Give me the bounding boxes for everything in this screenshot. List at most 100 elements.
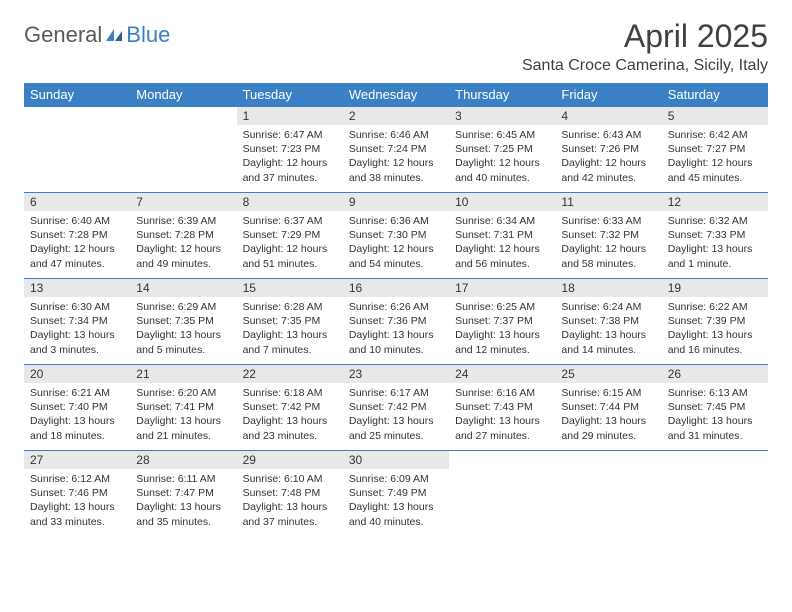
sunrise-line: Sunrise: 6:43 AM bbox=[561, 128, 655, 142]
calendar-day-empty bbox=[130, 107, 236, 193]
calendar-day: 2Sunrise: 6:46 AMSunset: 7:24 PMDaylight… bbox=[343, 107, 449, 193]
calendar-week: 6Sunrise: 6:40 AMSunset: 7:28 PMDaylight… bbox=[24, 193, 768, 279]
day-info: Sunrise: 6:15 AMSunset: 7:44 PMDaylight:… bbox=[555, 383, 661, 447]
daylight-line: Daylight: 12 hours and 38 minutes. bbox=[349, 156, 443, 184]
daylight-line: Daylight: 12 hours and 40 minutes. bbox=[455, 156, 549, 184]
sunset-line: Sunset: 7:45 PM bbox=[668, 400, 762, 414]
sunrise-line: Sunrise: 6:36 AM bbox=[349, 214, 443, 228]
sunrise-line: Sunrise: 6:20 AM bbox=[136, 386, 230, 400]
day-info: Sunrise: 6:11 AMSunset: 7:47 PMDaylight:… bbox=[130, 469, 236, 533]
day-header: Thursday bbox=[449, 83, 555, 107]
calendar-day: 13Sunrise: 6:30 AMSunset: 7:34 PMDayligh… bbox=[24, 279, 130, 365]
daylight-line: Daylight: 13 hours and 7 minutes. bbox=[243, 328, 337, 356]
sunrise-line: Sunrise: 6:33 AM bbox=[561, 214, 655, 228]
calendar-day-empty bbox=[555, 451, 661, 537]
calendar-day: 25Sunrise: 6:15 AMSunset: 7:44 PMDayligh… bbox=[555, 365, 661, 451]
sunset-line: Sunset: 7:37 PM bbox=[455, 314, 549, 328]
sunrise-line: Sunrise: 6:25 AM bbox=[455, 300, 549, 314]
daylight-line: Daylight: 13 hours and 27 minutes. bbox=[455, 414, 549, 442]
day-info: Sunrise: 6:43 AMSunset: 7:26 PMDaylight:… bbox=[555, 125, 661, 189]
calendar-day: 27Sunrise: 6:12 AMSunset: 7:46 PMDayligh… bbox=[24, 451, 130, 537]
month-title: April 2025 bbox=[522, 18, 768, 55]
sunset-line: Sunset: 7:47 PM bbox=[136, 486, 230, 500]
day-number: 25 bbox=[555, 365, 661, 383]
calendar-day: 11Sunrise: 6:33 AMSunset: 7:32 PMDayligh… bbox=[555, 193, 661, 279]
daylight-line: Daylight: 13 hours and 14 minutes. bbox=[561, 328, 655, 356]
day-info: Sunrise: 6:28 AMSunset: 7:35 PMDaylight:… bbox=[237, 297, 343, 361]
day-info: Sunrise: 6:26 AMSunset: 7:36 PMDaylight:… bbox=[343, 297, 449, 361]
daylight-line: Daylight: 12 hours and 45 minutes. bbox=[668, 156, 762, 184]
calendar-day: 7Sunrise: 6:39 AMSunset: 7:28 PMDaylight… bbox=[130, 193, 236, 279]
daylight-line: Daylight: 13 hours and 35 minutes. bbox=[136, 500, 230, 528]
sunset-line: Sunset: 7:28 PM bbox=[30, 228, 124, 242]
calendar-day: 5Sunrise: 6:42 AMSunset: 7:27 PMDaylight… bbox=[662, 107, 768, 193]
daylight-line: Daylight: 12 hours and 51 minutes. bbox=[243, 242, 337, 270]
day-info: Sunrise: 6:34 AMSunset: 7:31 PMDaylight:… bbox=[449, 211, 555, 275]
day-header: Friday bbox=[555, 83, 661, 107]
day-info: Sunrise: 6:46 AMSunset: 7:24 PMDaylight:… bbox=[343, 125, 449, 189]
calendar-day: 20Sunrise: 6:21 AMSunset: 7:40 PMDayligh… bbox=[24, 365, 130, 451]
day-number: 7 bbox=[130, 193, 236, 211]
day-info: Sunrise: 6:33 AMSunset: 7:32 PMDaylight:… bbox=[555, 211, 661, 275]
sunset-line: Sunset: 7:24 PM bbox=[349, 142, 443, 156]
calendar-day: 9Sunrise: 6:36 AMSunset: 7:30 PMDaylight… bbox=[343, 193, 449, 279]
sunset-line: Sunset: 7:26 PM bbox=[561, 142, 655, 156]
calendar-day-empty bbox=[24, 107, 130, 193]
calendar-day: 22Sunrise: 6:18 AMSunset: 7:42 PMDayligh… bbox=[237, 365, 343, 451]
day-info: Sunrise: 6:39 AMSunset: 7:28 PMDaylight:… bbox=[130, 211, 236, 275]
day-number: 8 bbox=[237, 193, 343, 211]
calendar-day: 8Sunrise: 6:37 AMSunset: 7:29 PMDaylight… bbox=[237, 193, 343, 279]
sunset-line: Sunset: 7:48 PM bbox=[243, 486, 337, 500]
day-info: Sunrise: 6:45 AMSunset: 7:25 PMDaylight:… bbox=[449, 125, 555, 189]
calendar-day: 12Sunrise: 6:32 AMSunset: 7:33 PMDayligh… bbox=[662, 193, 768, 279]
calendar-day-empty bbox=[662, 451, 768, 537]
sunset-line: Sunset: 7:29 PM bbox=[243, 228, 337, 242]
day-info: Sunrise: 6:16 AMSunset: 7:43 PMDaylight:… bbox=[449, 383, 555, 447]
daylight-line: Daylight: 13 hours and 25 minutes. bbox=[349, 414, 443, 442]
day-info: Sunrise: 6:42 AMSunset: 7:27 PMDaylight:… bbox=[662, 125, 768, 189]
calendar-day: 19Sunrise: 6:22 AMSunset: 7:39 PMDayligh… bbox=[662, 279, 768, 365]
sunrise-line: Sunrise: 6:40 AM bbox=[30, 214, 124, 228]
day-number: 14 bbox=[130, 279, 236, 297]
calendar-day: 1Sunrise: 6:47 AMSunset: 7:23 PMDaylight… bbox=[237, 107, 343, 193]
sunrise-line: Sunrise: 6:11 AM bbox=[136, 472, 230, 486]
sunrise-line: Sunrise: 6:45 AM bbox=[455, 128, 549, 142]
sunrise-line: Sunrise: 6:30 AM bbox=[30, 300, 124, 314]
sunset-line: Sunset: 7:34 PM bbox=[30, 314, 124, 328]
day-number: 1 bbox=[237, 107, 343, 125]
sunset-line: Sunset: 7:46 PM bbox=[30, 486, 124, 500]
sunrise-line: Sunrise: 6:24 AM bbox=[561, 300, 655, 314]
sunrise-line: Sunrise: 6:17 AM bbox=[349, 386, 443, 400]
logo-word-general: General bbox=[24, 22, 102, 48]
logo-word-blue: Blue bbox=[126, 22, 170, 48]
day-info: Sunrise: 6:13 AMSunset: 7:45 PMDaylight:… bbox=[662, 383, 768, 447]
day-info: Sunrise: 6:37 AMSunset: 7:29 PMDaylight:… bbox=[237, 211, 343, 275]
day-header: Sunday bbox=[24, 83, 130, 107]
sunset-line: Sunset: 7:28 PM bbox=[136, 228, 230, 242]
day-info: Sunrise: 6:40 AMSunset: 7:28 PMDaylight:… bbox=[24, 211, 130, 275]
calendar-head: SundayMondayTuesdayWednesdayThursdayFrid… bbox=[24, 83, 768, 107]
day-info: Sunrise: 6:17 AMSunset: 7:42 PMDaylight:… bbox=[343, 383, 449, 447]
day-info: Sunrise: 6:25 AMSunset: 7:37 PMDaylight:… bbox=[449, 297, 555, 361]
calendar-day: 17Sunrise: 6:25 AMSunset: 7:37 PMDayligh… bbox=[449, 279, 555, 365]
day-header: Monday bbox=[130, 83, 236, 107]
sunset-line: Sunset: 7:32 PM bbox=[561, 228, 655, 242]
sunrise-line: Sunrise: 6:47 AM bbox=[243, 128, 337, 142]
daylight-line: Daylight: 12 hours and 58 minutes. bbox=[561, 242, 655, 270]
sunset-line: Sunset: 7:42 PM bbox=[349, 400, 443, 414]
day-info: Sunrise: 6:10 AMSunset: 7:48 PMDaylight:… bbox=[237, 469, 343, 533]
day-number: 23 bbox=[343, 365, 449, 383]
daylight-line: Daylight: 13 hours and 10 minutes. bbox=[349, 328, 443, 356]
daylight-line: Daylight: 13 hours and 33 minutes. bbox=[30, 500, 124, 528]
sunrise-line: Sunrise: 6:16 AM bbox=[455, 386, 549, 400]
daylight-line: Daylight: 13 hours and 29 minutes. bbox=[561, 414, 655, 442]
sunset-line: Sunset: 7:44 PM bbox=[561, 400, 655, 414]
day-header: Saturday bbox=[662, 83, 768, 107]
calendar-day: 21Sunrise: 6:20 AMSunset: 7:41 PMDayligh… bbox=[130, 365, 236, 451]
sunset-line: Sunset: 7:35 PM bbox=[243, 314, 337, 328]
sunset-line: Sunset: 7:42 PM bbox=[243, 400, 337, 414]
daylight-line: Daylight: 12 hours and 54 minutes. bbox=[349, 242, 443, 270]
daylight-line: Daylight: 12 hours and 37 minutes. bbox=[243, 156, 337, 184]
day-number: 2 bbox=[343, 107, 449, 125]
sunset-line: Sunset: 7:31 PM bbox=[455, 228, 549, 242]
